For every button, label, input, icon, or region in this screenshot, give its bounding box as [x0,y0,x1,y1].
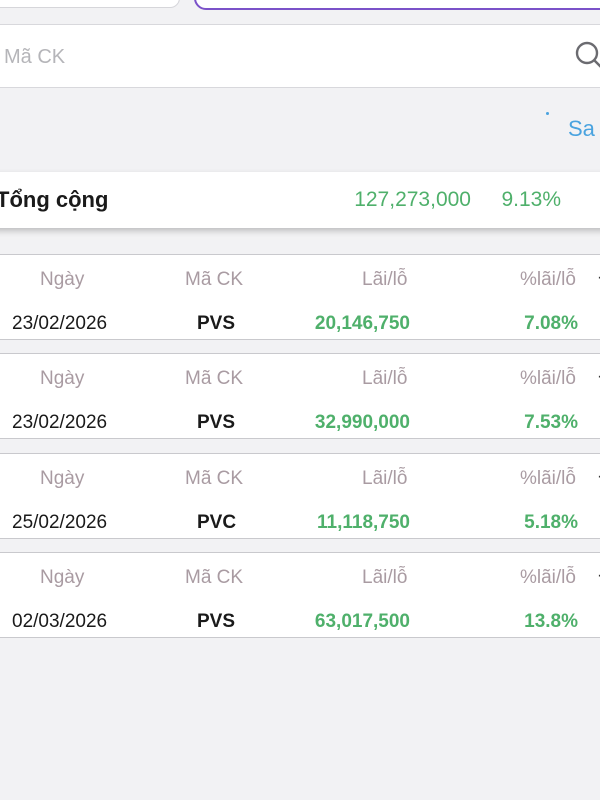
trade-profit-loss-percent: 7.08% [524,313,578,334]
trade-card[interactable]: Ngày Mã CK Lãi/lỗ %lãi/lỗ · 25/02/2026 P… [0,453,600,539]
trade-profit-loss: 32,990,000 [314,412,410,433]
trade-profit-loss-percent: 13.8% [524,611,578,632]
trade-profit-loss-percent: 7.53% [524,412,578,433]
trade-date: 02/03/2026 [12,611,108,632]
trade-date: 23/02/2026 [12,313,108,334]
column-header-date: Ngày [40,269,85,290]
more-icon[interactable]: · [597,269,600,287]
column-header-date: Ngày [40,368,85,389]
column-header-profit-loss-percent: %lãi/lỗ [520,468,576,489]
link-partial[interactable]: Sa [568,116,595,141]
indicator-dot [546,112,549,115]
total-label: Tổng cộng [0,187,109,212]
column-header-code: Mã CK [185,269,244,290]
column-header-code: Mã CK [185,567,244,588]
trade-code: PVS [197,313,236,334]
trade-card[interactable]: Ngày Mã CK Lãi/lỗ %lãi/lỗ · 23/02/2026 P… [0,254,600,340]
trade-profit-loss-percent: 5.18% [524,512,578,533]
trade-profit-loss: 63,017,500 [314,611,410,632]
search-bar [0,24,600,88]
column-header-code: Mã CK [185,468,244,489]
search-icon[interactable] [574,40,600,70]
search-input[interactable] [0,42,548,72]
more-icon[interactable]: · [597,368,600,386]
total-profit-value: 127,273,000 [354,188,471,211]
column-header-date: Ngày [40,468,85,489]
trade-code: PVS [197,412,236,433]
column-header-profit-loss-percent: %lãi/lỗ [520,269,576,290]
trade-profit-loss: 11,118,750 [317,512,410,533]
tab-active[interactable] [194,0,600,10]
tab-inactive[interactable] [0,0,180,8]
more-icon[interactable]: · [597,567,600,585]
trade-card[interactable]: Ngày Mã CK Lãi/lỗ %lãi/lỗ · 23/02/2026 P… [0,353,600,439]
column-header-profit-loss: Lãi/lỗ [362,567,408,588]
trade-date: 25/02/2026 [12,512,108,533]
total-profit-percent: 9.13% [501,188,561,211]
column-header-profit-loss-percent: %lãi/lỗ [520,567,576,588]
more-icon[interactable]: · [597,468,600,486]
trade-card[interactable]: Ngày Mã CK Lãi/lỗ %lãi/lỗ · 02/03/2026 P… [0,552,600,638]
column-header-profit-loss: Lãi/lỗ [362,468,408,489]
column-header-profit-loss: Lãi/lỗ [362,269,408,290]
trade-code: PVS [197,611,236,632]
trade-profit-loss: 20,146,750 [314,313,410,334]
column-header-profit-loss: Lãi/lỗ [362,368,408,389]
total-summary-card: Tổng cộng 127,273,000 9.13% [0,172,600,228]
trade-date: 23/02/2026 [12,412,108,433]
trade-code: PVC [197,512,237,533]
column-header-code: Mã CK [185,368,244,389]
column-header-profit-loss-percent: %lãi/lỗ [520,368,576,389]
column-header-date: Ngày [40,567,85,588]
